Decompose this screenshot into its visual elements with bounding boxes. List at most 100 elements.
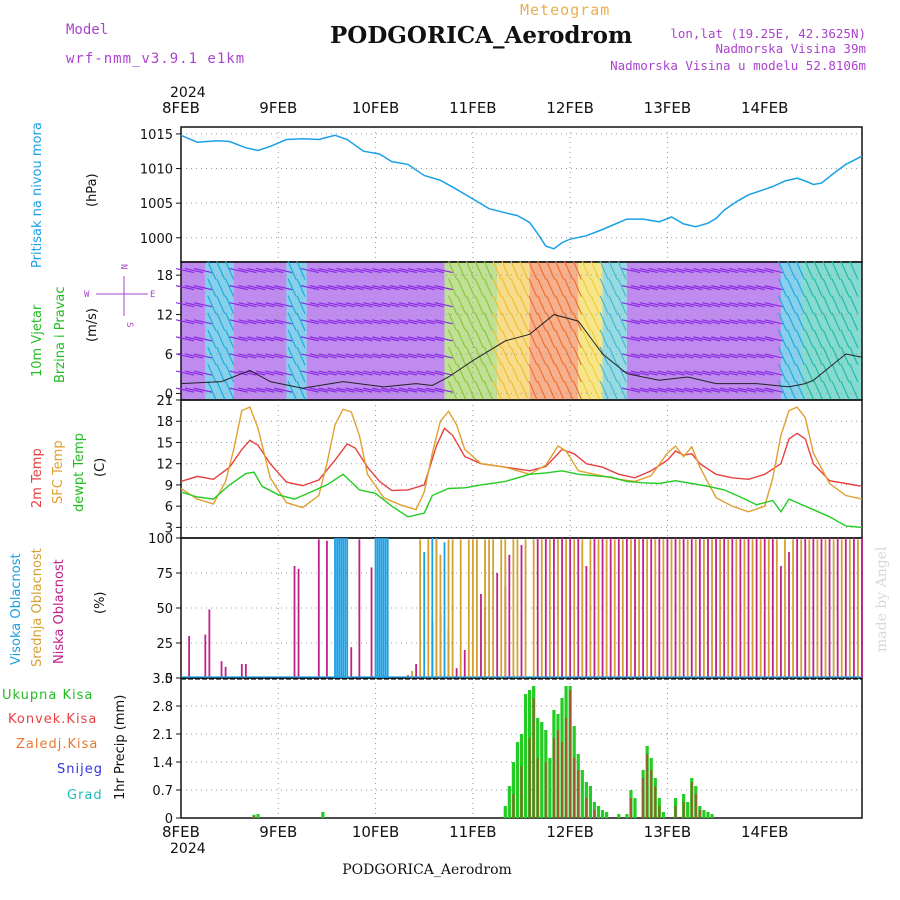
wind-arrow xyxy=(684,302,703,308)
wind-arrow xyxy=(354,285,373,291)
x-tick-label-top: 11FEB xyxy=(449,99,496,117)
precip-total-bar xyxy=(686,802,690,818)
cloud-bar xyxy=(698,538,701,678)
wind-arrow xyxy=(764,353,783,359)
wind-arrow xyxy=(537,346,547,366)
wind-arrow xyxy=(657,267,676,274)
wind-arrow xyxy=(216,312,226,332)
wind-arrow xyxy=(702,370,721,376)
wind-arrow xyxy=(608,312,618,332)
wind-arrow xyxy=(336,302,355,308)
precip-conv-bar xyxy=(528,738,531,818)
wind-arrow xyxy=(639,302,658,308)
wind-arrow xyxy=(813,278,823,297)
wind-arrow xyxy=(465,278,475,297)
wind-arrow xyxy=(193,319,213,325)
wind-arrow xyxy=(274,302,293,308)
wind-arrow xyxy=(265,353,284,359)
wind-arrow xyxy=(755,302,774,308)
wind-arrow xyxy=(327,370,346,376)
cloud-bar xyxy=(459,539,462,678)
precip-conv-bar xyxy=(569,690,572,818)
wind-arrow xyxy=(216,363,226,383)
wind-arrow xyxy=(456,346,467,366)
cloud-bar xyxy=(690,538,693,678)
wind-arrow xyxy=(572,295,582,314)
wind-arrow xyxy=(737,336,757,342)
wind-arrow xyxy=(510,363,520,383)
wind-arrow xyxy=(528,329,538,349)
wind-compass-north: N xyxy=(118,264,128,269)
y-tick-label: 25 xyxy=(156,637,173,652)
wind-arrow xyxy=(813,346,823,366)
precip-conv-bar xyxy=(682,802,685,818)
wind-arrow xyxy=(381,302,400,308)
wind-arrow xyxy=(207,346,217,366)
wind-arrow xyxy=(363,319,382,325)
wind-arrow xyxy=(822,380,832,400)
wind-arrow xyxy=(483,261,493,280)
wind-arrow xyxy=(256,302,275,308)
cloud-bar xyxy=(386,538,389,678)
wind-arrow xyxy=(519,312,529,332)
wind-arrow xyxy=(510,312,520,332)
cloud-bar xyxy=(374,538,377,678)
wind-arrow xyxy=(639,370,658,376)
wind-arrow xyxy=(287,312,297,332)
cloud-bar xyxy=(634,538,636,678)
wind-arrow xyxy=(590,380,600,400)
wind-arrow xyxy=(474,346,484,366)
wind-arrow xyxy=(546,329,556,349)
wind-arrow xyxy=(555,295,565,314)
precip-conv-bar xyxy=(654,786,657,818)
wind-arrow xyxy=(608,329,618,349)
wind-arrow xyxy=(630,319,649,325)
cloud-bar xyxy=(204,634,207,678)
wind-arrow xyxy=(764,285,783,291)
wind-arrow xyxy=(238,370,257,376)
wind-arrow xyxy=(225,312,235,332)
precip-total-bar xyxy=(503,806,507,818)
wind-arrow xyxy=(786,346,797,366)
wind-arrow xyxy=(287,261,297,280)
precip-conv-bar xyxy=(629,798,632,818)
precip-total-bar xyxy=(580,770,584,818)
wind-arrow xyxy=(425,267,444,274)
cloud-bar xyxy=(755,538,758,678)
cloud-bar xyxy=(540,539,543,678)
wind-arrow xyxy=(416,319,435,325)
cloud-bar xyxy=(297,568,300,678)
cloud-bar xyxy=(431,538,434,678)
cloud-bar xyxy=(630,539,632,678)
cloud-bar xyxy=(775,539,778,678)
x-tick-label-top: 12FEB xyxy=(546,99,593,117)
cloud-bar xyxy=(694,539,697,678)
wind-arrow xyxy=(434,285,453,291)
cloud-bar xyxy=(719,539,722,678)
x-tick-label-bottom: 12FEB xyxy=(546,823,593,841)
wind-arrow xyxy=(483,312,493,332)
wind-arrow xyxy=(546,278,556,297)
wind-arrow xyxy=(746,387,765,393)
wind-arrow xyxy=(621,302,641,308)
wind-arrow xyxy=(639,267,658,274)
wind-arrow xyxy=(389,353,409,359)
wind-arrow xyxy=(804,312,814,332)
wind-arrow xyxy=(398,387,418,393)
cloud-bar xyxy=(597,539,600,678)
cloud-bar xyxy=(609,538,612,678)
wind-panel-labels: 10m Vjetar Brzina i Pravac (m/s) N W E S xyxy=(30,264,155,383)
cloud-bar xyxy=(350,647,353,678)
wind-arrow xyxy=(746,370,765,376)
wind-arrow xyxy=(657,370,676,376)
wind-arrow xyxy=(528,346,538,366)
wind-arrow xyxy=(363,267,382,274)
wind-arrow xyxy=(849,363,859,383)
cloud-bar xyxy=(731,538,734,678)
wind-arrow xyxy=(229,387,248,393)
wind-arrow xyxy=(229,370,248,376)
wind-arrow xyxy=(581,295,591,314)
wind-arrow xyxy=(510,278,520,297)
wind-arrow xyxy=(621,387,641,393)
wind-arrow xyxy=(702,267,721,274)
